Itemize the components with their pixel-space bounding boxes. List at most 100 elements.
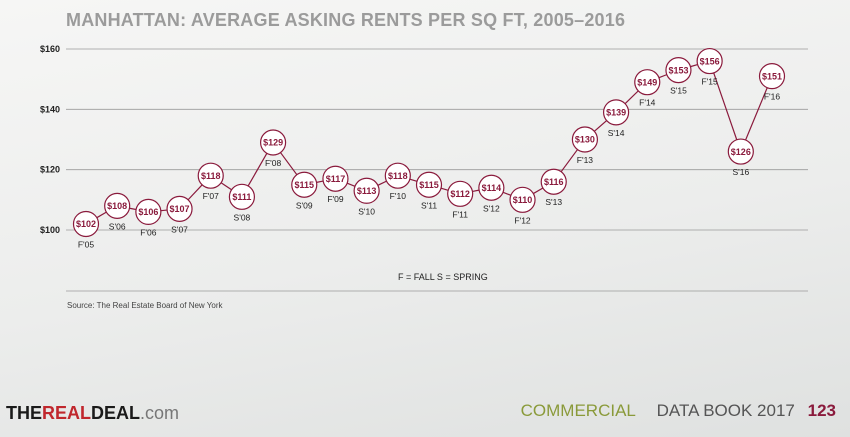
x-tick-label: S'10: [358, 206, 375, 216]
y-tick-label: $120: [40, 165, 60, 175]
data-label: $149: [637, 77, 657, 87]
x-tick-label: F'14: [639, 98, 656, 108]
data-point: [540, 168, 567, 195]
line-segment: [690, 63, 698, 68]
line-segment: [440, 187, 449, 191]
data-point: [291, 171, 318, 198]
line-segment: [560, 149, 578, 173]
x-tick-label: S'16: [732, 167, 749, 177]
data-label: $118: [388, 171, 408, 181]
line-segment: [220, 182, 232, 191]
data-point: [447, 180, 474, 207]
x-tick-label: F'07: [203, 191, 220, 201]
data-point: [415, 171, 443, 198]
data-point: [665, 57, 692, 84]
line-segment: [346, 182, 356, 187]
x-tick-label: S'12: [483, 203, 500, 213]
x-tick-label: F'05: [78, 239, 95, 249]
line-segment: [658, 74, 668, 79]
data-label: $139: [606, 108, 626, 118]
data-label: $102: [76, 219, 96, 229]
line-segment: [247, 153, 268, 187]
line-segment: [745, 87, 768, 141]
line-segment: [713, 72, 738, 140]
x-tick-label: F'11: [452, 209, 468, 219]
x-tick-label: F'09: [327, 194, 344, 204]
line-segment: [280, 152, 298, 176]
line-segment: [129, 207, 137, 211]
x-tick-label: F'16: [764, 92, 781, 102]
x-tick-label: F'13: [577, 155, 594, 165]
chart-title: MANHATTAN: AVERAGE ASKING RENTS PER SQ F…: [66, 10, 626, 30]
line-segment: [624, 90, 639, 105]
line-segment: [316, 180, 324, 183]
x-axis-labels: F'05 S'06 F'06 S'07 F'07 S'08 F'08 S'09 F'09 S'10…: [78, 77, 781, 250]
data-point: [353, 177, 380, 204]
data-point: [727, 138, 754, 165]
y-tick-label: $140: [40, 104, 60, 114]
data-label: $110: [513, 195, 533, 205]
line-segment: [377, 180, 387, 186]
line-segment: [593, 120, 608, 132]
data-label: $129: [263, 138, 283, 148]
line-segment: [533, 187, 544, 195]
data-point: [166, 195, 193, 222]
data-label: $153: [668, 65, 688, 75]
line-segment: [187, 184, 203, 201]
line-segment: [472, 189, 480, 193]
logo-deal: DEAL: [91, 403, 140, 423]
data-point: [602, 99, 630, 126]
data-label: $151: [762, 71, 782, 81]
data-point: [696, 47, 723, 75]
data-label: $114: [482, 183, 502, 193]
publisher-logo[interactable]: THEREALDEAL.com: [6, 403, 179, 424]
x-tick-label: S'11: [421, 200, 437, 210]
data-label: $113: [357, 186, 377, 196]
data-point: [322, 165, 349, 192]
x-tick-label: F'06: [140, 227, 157, 237]
section-name: COMMERCIAL: [520, 401, 636, 420]
data-point: [259, 129, 287, 156]
data-label: $130: [575, 135, 595, 145]
x-tick-label: S'07: [171, 224, 188, 234]
line-segment: [502, 191, 512, 196]
data-label: $111: [232, 192, 251, 202]
series-line: [96, 63, 768, 219]
x-tick-label: S'09: [296, 200, 313, 210]
line-segment: [409, 178, 418, 182]
data-point: [228, 183, 256, 210]
x-tick-label: F'08: [265, 158, 282, 168]
data-label: $108: [107, 201, 127, 211]
data-label: $126: [731, 147, 751, 157]
y-tick-label: $160: [40, 44, 60, 54]
gridlines: [66, 48, 808, 292]
data-label: $115: [295, 180, 315, 190]
data-label: $118: [201, 171, 221, 181]
data-point: [478, 174, 505, 201]
data-label: $112: [450, 189, 470, 199]
logo-domain: .com: [140, 403, 180, 423]
source-note: Source: The Real Estate Board of New Yor…: [67, 301, 223, 310]
x-tick-label: S'15: [670, 86, 687, 96]
x-tick-label: S'14: [608, 128, 625, 138]
x-tick-label: S'08: [234, 212, 251, 222]
x-tick-label: F'15: [701, 77, 718, 87]
data-point: [509, 186, 536, 213]
data-label: $115: [419, 180, 439, 190]
data-point: [104, 192, 131, 219]
data-point: [634, 69, 661, 96]
book-title: DATA BOOK 2017: [656, 401, 795, 420]
data-label: $117: [326, 174, 346, 184]
data-point: [72, 210, 100, 238]
data-label: $116: [544, 177, 564, 187]
data-label: $106: [138, 207, 158, 217]
data-point: [384, 162, 411, 189]
legend-note: F = FALL S = SPRING: [398, 272, 488, 282]
data-label: $156: [700, 56, 720, 66]
data-markers: $102 $108 $106 $107 $118 $111 $129 $115 $117 $113…: [72, 47, 786, 238]
x-tick-label: S'06: [109, 221, 126, 231]
logo-the: THE: [6, 403, 42, 423]
data-point: [135, 198, 162, 225]
data-point: [758, 63, 786, 90]
